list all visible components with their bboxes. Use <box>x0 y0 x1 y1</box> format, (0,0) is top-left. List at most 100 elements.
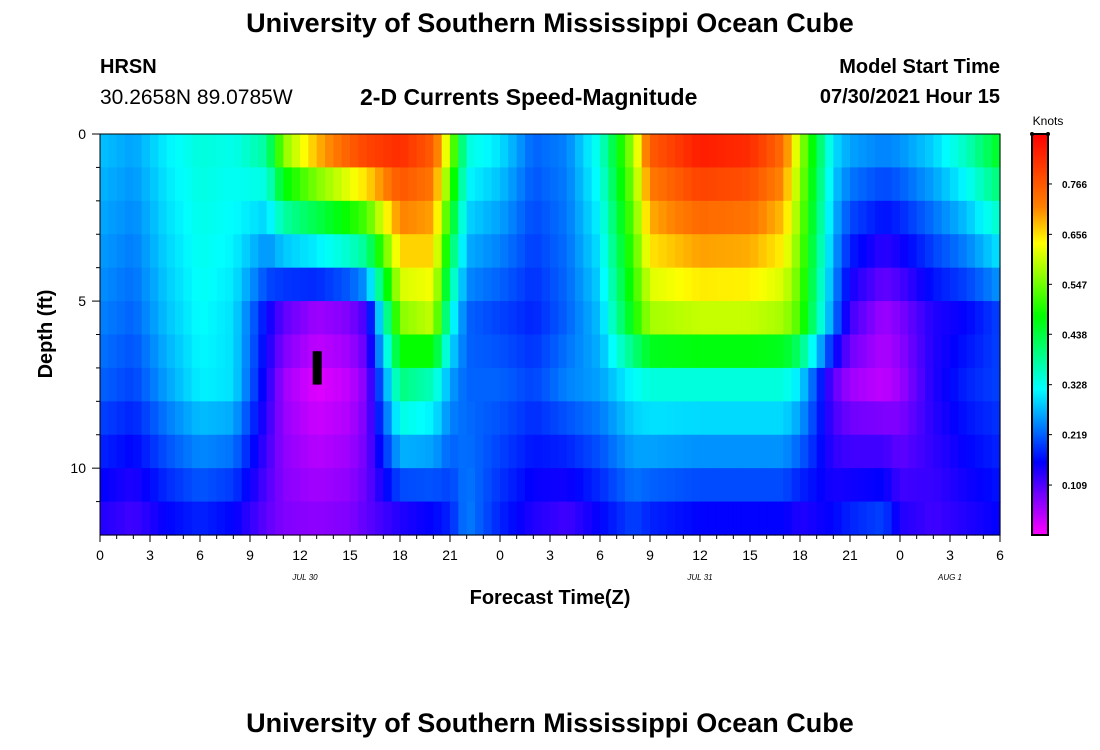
heatmap-cell <box>250 200 259 235</box>
heatmap-cell <box>491 334 501 369</box>
heatmap-cell <box>158 134 168 169</box>
heatmap-cell <box>750 434 759 469</box>
heatmap-cell <box>833 401 843 436</box>
heatmap-cell <box>591 434 601 469</box>
heatmap-cell <box>383 267 393 302</box>
heatmap-cell <box>458 367 468 402</box>
heatmap-cell <box>408 267 418 302</box>
heatmap-cell <box>808 267 818 302</box>
colorbar-segment <box>1032 506 1048 510</box>
heatmap-cell <box>416 501 426 536</box>
heatmap-cell <box>716 167 726 202</box>
heatmap-cell <box>516 434 526 469</box>
heatmap-cell <box>233 200 243 235</box>
heatmap-cell <box>891 234 901 269</box>
heatmap-cell <box>175 501 184 536</box>
heatmap-cell <box>883 434 893 469</box>
heatmap-cell <box>858 167 868 202</box>
heatmap-cell <box>391 434 401 469</box>
heatmap-cell <box>833 301 843 336</box>
colorbar-segment <box>1032 242 1048 245</box>
heatmap-cell <box>641 468 651 503</box>
heatmap-cell <box>191 301 201 336</box>
colorbar-segment <box>1032 168 1048 171</box>
heatmap-cell <box>216 434 226 469</box>
heatmap-cell <box>608 301 618 336</box>
heatmap-cell <box>358 234 368 269</box>
heatmap-cell <box>816 267 826 302</box>
heatmap-cell <box>341 234 351 269</box>
heatmap-cell <box>808 468 818 503</box>
heatmap-cell <box>366 501 376 536</box>
heatmap-cell <box>975 301 984 336</box>
heatmap-cell <box>208 468 218 503</box>
heatmap-cell <box>516 401 526 436</box>
heatmap-cell <box>775 267 784 302</box>
heatmap-cell <box>391 134 401 169</box>
heatmap-cell <box>625 134 634 169</box>
heatmap-cell <box>466 468 476 503</box>
colorbar-segment <box>1032 208 1048 211</box>
heatmap-cell <box>758 501 768 536</box>
heatmap-cell <box>583 234 593 269</box>
heatmap-cell <box>233 134 243 169</box>
heatmap-cell <box>958 234 968 269</box>
heatmap-cell <box>833 434 843 469</box>
heatmap-cell <box>225 301 234 336</box>
heatmap-cell <box>858 200 868 235</box>
heatmap-cell <box>441 301 451 336</box>
heatmap-cell <box>758 167 768 202</box>
heatmap-cell <box>750 301 759 336</box>
heatmap-cell <box>650 301 659 336</box>
heatmap-cell <box>300 301 309 336</box>
heatmap-cell <box>508 167 518 202</box>
heatmap-cell <box>383 434 393 469</box>
x-tick-label: 21 <box>842 547 858 563</box>
heatmap-cell <box>166 134 176 169</box>
heatmap-cell <box>133 468 143 503</box>
heatmap-cell <box>591 468 601 503</box>
colorbar-segment <box>1032 424 1048 428</box>
heatmap-cell <box>166 234 176 269</box>
heatmap-cell <box>408 367 418 402</box>
heatmap-cell <box>800 401 809 436</box>
heatmap-cell <box>600 267 609 302</box>
heatmap-cell <box>641 334 651 369</box>
colorbar-segment <box>1032 196 1048 199</box>
heatmap-cell <box>400 267 409 302</box>
colorbar-segment <box>1032 304 1048 308</box>
heatmap-cell <box>608 334 618 369</box>
colorbar-segment <box>1032 336 1048 340</box>
heatmap-cell <box>133 200 143 235</box>
heatmap-cell <box>933 334 943 369</box>
heatmap-cell <box>875 267 884 302</box>
heatmap-cell <box>633 167 643 202</box>
heatmap-cell <box>533 367 543 402</box>
heatmap-cell <box>850 301 859 336</box>
heatmap-cell <box>750 167 759 202</box>
heatmap-cell <box>550 134 559 169</box>
heatmap-cell <box>283 200 293 235</box>
heatmap-cell <box>583 167 593 202</box>
date-label: JUL 30 <box>291 573 318 582</box>
colorbar-segment <box>1032 318 1048 322</box>
x-tick-label: 21 <box>442 547 458 563</box>
heatmap-cell <box>358 434 368 469</box>
heatmap-cell <box>483 167 493 202</box>
heatmap-cell <box>850 200 859 235</box>
heatmap-cell <box>991 134 1001 169</box>
heatmap-cell <box>716 401 726 436</box>
heatmap-cell <box>533 234 543 269</box>
heatmap-cell <box>766 501 776 536</box>
heatmap-cell <box>416 334 426 369</box>
heatmap-cell <box>783 134 793 169</box>
heatmap-cell <box>958 301 968 336</box>
colorbar-segment <box>1032 494 1048 498</box>
heatmap-cell <box>516 468 526 503</box>
heatmap-cell <box>891 434 901 469</box>
heatmap-cell <box>700 234 709 269</box>
heatmap-cell <box>275 367 284 402</box>
heatmap-cell <box>366 401 376 436</box>
heatmap-cell <box>900 234 909 269</box>
heatmap-cell <box>183 301 193 336</box>
